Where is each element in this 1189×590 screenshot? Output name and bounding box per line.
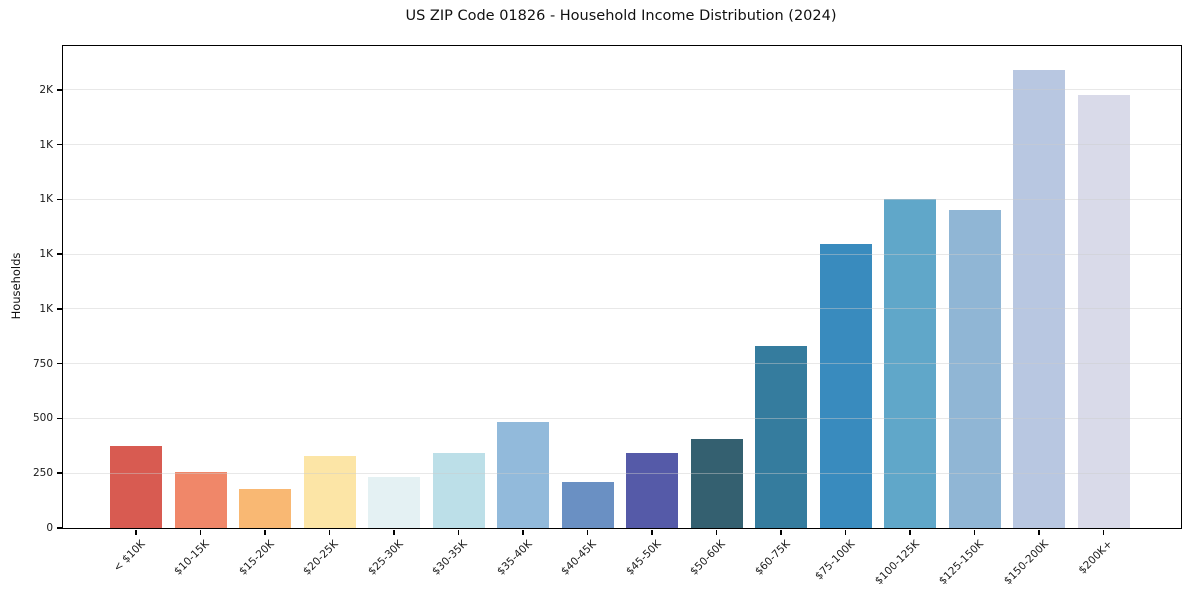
- x-tick-mark: [457, 529, 460, 535]
- x-tick-label: $20-25K: [301, 538, 341, 578]
- chart-title: US ZIP Code 01826 - Household Income Dis…: [405, 8, 837, 24]
- bar: [432, 453, 485, 528]
- y-tick-mark: [56, 89, 62, 91]
- y-tick-label: 0: [46, 522, 53, 534]
- bar: [819, 243, 872, 528]
- x-tick-mark: [715, 529, 718, 535]
- y-tick-mark: [56, 417, 62, 420]
- y-tick-label: 1K: [39, 248, 53, 261]
- y-tick-label: 500: [32, 412, 53, 425]
- x-tick-mark: [199, 529, 202, 535]
- y-tick-mark: [56, 198, 62, 201]
- x-tick-label: $200K+: [1076, 538, 1115, 577]
- grid-line: [63, 472, 1181, 474]
- y-tick-label: 750: [32, 357, 53, 370]
- x-tick-label: $35-40K: [494, 538, 535, 578]
- grid-line: [63, 417, 1181, 419]
- y-tick-label: 1K: [39, 138, 53, 151]
- x-tick-mark: [328, 529, 331, 535]
- y-tick-label: 1K: [39, 193, 53, 206]
- x-tick-label: $40-45K: [559, 538, 599, 578]
- x-tick-label: $75-100K: [812, 538, 857, 583]
- bar: [1013, 69, 1065, 528]
- x-tick-mark: [909, 529, 911, 535]
- x-tick-mark: [1102, 529, 1105, 535]
- x-tick-mark: [844, 529, 847, 535]
- x-tick-mark: [780, 529, 782, 535]
- x-tick-label: $125-150K: [936, 538, 986, 588]
- grid-line: [63, 198, 1181, 200]
- grid-line: [63, 253, 1181, 255]
- bar: [303, 456, 356, 528]
- x-tick-label: $50-60K: [688, 538, 728, 578]
- y-tick-label: 1K: [39, 302, 53, 315]
- grid-line: [63, 144, 1181, 146]
- bar: [884, 198, 936, 528]
- x-tick-mark: [1038, 529, 1040, 535]
- bar: [497, 422, 549, 528]
- plot-area: 0 250 500 750 1K 1K 1K 1K 2K < $10K $10-15K $15-20K…: [33, 45, 1182, 587]
- x-tick-label: $150-200K: [1001, 538, 1051, 588]
- bar: [755, 346, 807, 528]
- bar: [561, 482, 614, 528]
- bar: [626, 453, 678, 528]
- bar: [690, 439, 743, 528]
- x-tick-label: $10-15K: [172, 538, 212, 578]
- y-tick-mark: [56, 253, 62, 255]
- bar: [368, 477, 420, 528]
- y-tick-mark: [56, 362, 62, 365]
- x-tick-mark: [651, 529, 653, 535]
- y-tick-label: 2K: [39, 83, 53, 96]
- x-tick-mark: [264, 529, 266, 535]
- bar: [948, 209, 1001, 528]
- x-tick-label: < $10K: [111, 538, 148, 575]
- x-tick-label: $60-75K: [752, 538, 793, 578]
- x-tick-mark: [135, 529, 137, 535]
- y-tick-mark: [56, 143, 62, 146]
- x-tick-label: $15-20K: [236, 538, 277, 578]
- grid-line: [63, 89, 1181, 91]
- x-tick-label: $30-35K: [430, 538, 470, 578]
- x-tick-mark: [586, 529, 589, 535]
- x-tick-mark: [522, 529, 524, 535]
- bar: [110, 446, 162, 528]
- bar: [239, 489, 291, 528]
- x-tick-label: $25-30K: [365, 538, 406, 578]
- bar: [174, 472, 227, 528]
- grid-line: [63, 308, 1181, 310]
- y-tick-label: 250: [32, 467, 53, 480]
- x-tick-mark: [973, 529, 976, 535]
- y-axis-label: Households: [9, 252, 23, 320]
- bar: [1077, 94, 1130, 528]
- y-tick-mark: [56, 308, 62, 310]
- y-tick-mark: [56, 527, 62, 529]
- x-tick-label: $100-125K: [872, 538, 922, 588]
- x-tick-mark: [393, 529, 395, 535]
- grid-line: [63, 363, 1181, 365]
- x-tick-label: $45-50K: [623, 538, 664, 578]
- y-tick-mark: [56, 472, 62, 474]
